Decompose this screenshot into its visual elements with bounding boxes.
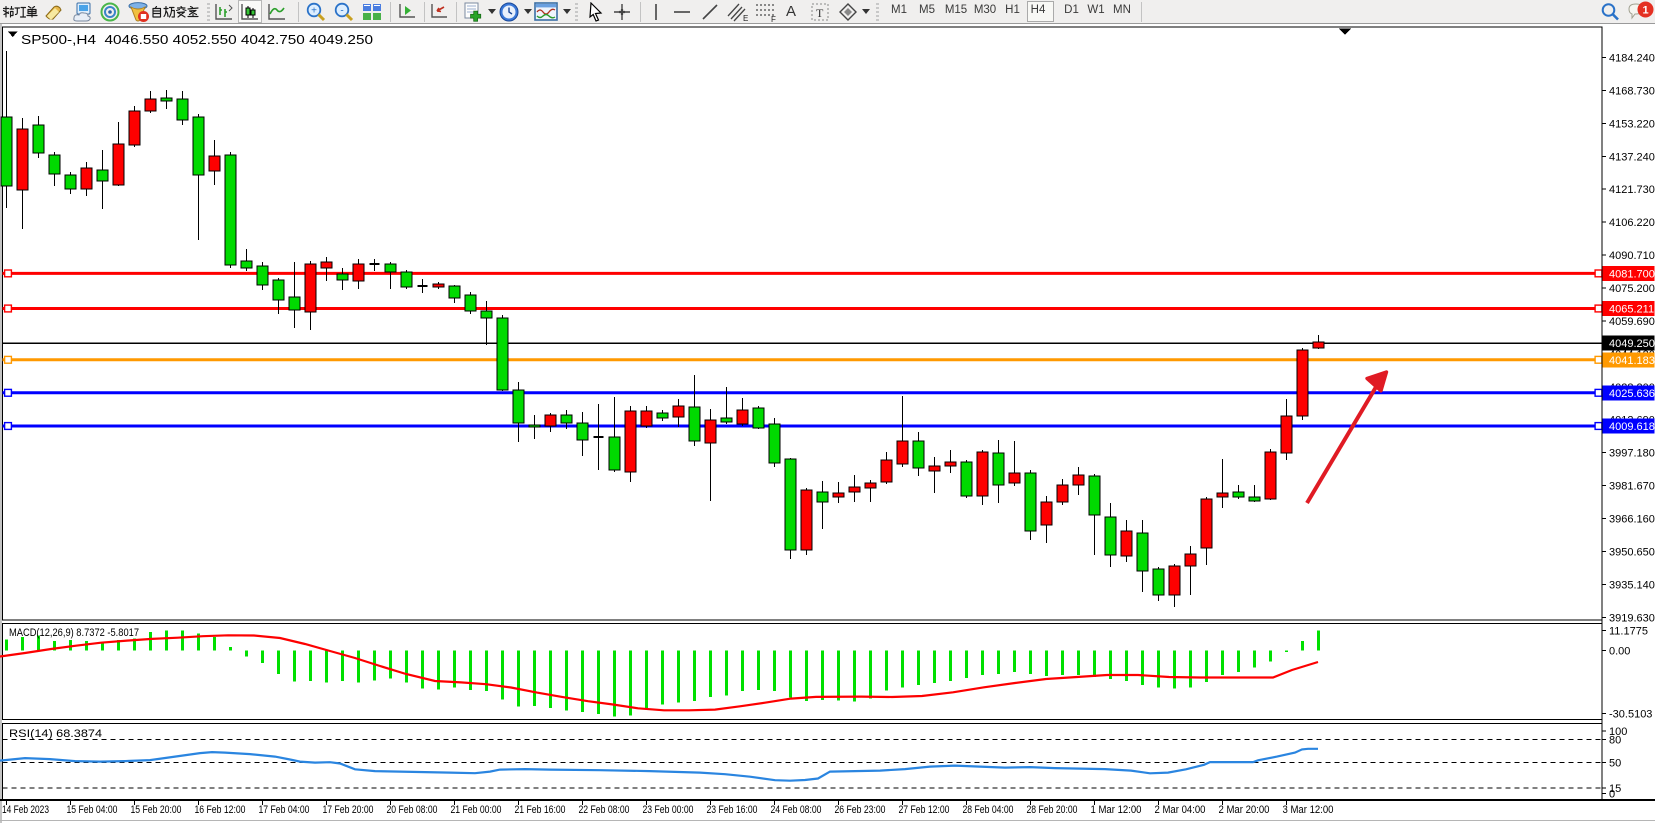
svg-text:14 Feb 2023: 14 Feb 2023 [2, 804, 49, 816]
svg-text:21 Feb 16:00: 21 Feb 16:00 [515, 804, 566, 816]
svg-text:1: 1 [1642, 5, 1648, 17]
svg-text:100: 100 [1609, 726, 1627, 738]
svg-text:4137.240: 4137.240 [1609, 151, 1655, 163]
svg-text:22 Feb 08:00: 22 Feb 08:00 [579, 804, 630, 816]
svg-text:17 Feb 20:00: 17 Feb 20:00 [323, 804, 374, 816]
svg-text:4168.730: 4168.730 [1609, 85, 1655, 97]
svg-text:21 Feb 00:00: 21 Feb 00:00 [451, 804, 502, 816]
svg-text:15 Feb 20:00: 15 Feb 20:00 [131, 804, 182, 816]
svg-text:RSI(14) 68.3874: RSI(14) 68.3874 [9, 728, 102, 740]
svg-text:3935.140: 3935.140 [1609, 579, 1655, 591]
svg-text:F: F [771, 15, 776, 23]
svg-text:-: - [340, 6, 343, 17]
svg-text:26 Feb 23:00: 26 Feb 23:00 [835, 804, 886, 816]
svg-text:4081.700: 4081.700 [1609, 268, 1655, 280]
svg-text:4075.200: 4075.200 [1609, 283, 1655, 295]
svg-text:27 Feb 12:00: 27 Feb 12:00 [899, 804, 950, 816]
svg-text:15: 15 [1609, 783, 1621, 795]
svg-text:4049.250: 4049.250 [1609, 338, 1655, 350]
svg-text:E: E [743, 14, 748, 23]
svg-text:20 Feb 08:00: 20 Feb 08:00 [387, 804, 438, 816]
svg-text:3950.650: 3950.650 [1609, 546, 1655, 558]
svg-text:3981.670: 3981.670 [1609, 481, 1655, 493]
svg-text:11.1775: 11.1775 [1609, 626, 1648, 638]
svg-text:4153.220: 4153.220 [1609, 118, 1655, 130]
svg-text:4025.636: 4025.636 [1609, 388, 1655, 400]
svg-text:-30.5103: -30.5103 [1609, 709, 1652, 721]
svg-text:4065.211: 4065.211 [1609, 304, 1654, 316]
svg-text:28 Feb 20:00: 28 Feb 20:00 [1027, 804, 1078, 816]
svg-text:MACD(12,26,9) 8.7372 -5.8017: MACD(12,26,9) 8.7372 -5.8017 [9, 627, 139, 639]
svg-text:23 Feb 16:00: 23 Feb 16:00 [707, 804, 758, 816]
svg-text:24 Feb 08:00: 24 Feb 08:00 [771, 804, 822, 816]
svg-text:16 Feb 12:00: 16 Feb 12:00 [195, 804, 246, 816]
svg-text:17 Feb 04:00: 17 Feb 04:00 [259, 804, 310, 816]
svg-text:50: 50 [1609, 757, 1621, 769]
svg-text:2 Mar 20:00: 2 Mar 20:00 [1219, 804, 1270, 816]
svg-text:T: T [816, 6, 824, 20]
svg-text:2 Mar 04:00: 2 Mar 04:00 [1155, 804, 1206, 816]
svg-text:4009.618: 4009.618 [1609, 421, 1655, 433]
svg-text:1 Mar 12:00: 1 Mar 12:00 [1091, 804, 1142, 816]
svg-text:4059.690: 4059.690 [1609, 316, 1655, 328]
svg-text:3966.160: 3966.160 [1609, 514, 1655, 526]
svg-text:4041.183: 4041.183 [1609, 355, 1655, 367]
svg-text:4121.730: 4121.730 [1609, 184, 1655, 196]
svg-text:4106.220: 4106.220 [1609, 217, 1655, 229]
svg-text:0: 0 [1609, 789, 1615, 801]
svg-text:80: 80 [1609, 734, 1621, 746]
svg-text:4184.240: 4184.240 [1609, 53, 1655, 65]
svg-text:3 Mar 12:00: 3 Mar 12:00 [1283, 804, 1334, 816]
svg-text:3919.630: 3919.630 [1609, 612, 1655, 624]
svg-text:15 Feb 04:00: 15 Feb 04:00 [67, 804, 118, 816]
svg-text:23 Feb 00:00: 23 Feb 00:00 [643, 804, 694, 816]
svg-text:SP500-,H4 4046.550 4052.550 4: SP500-,H4 4046.550 4052.550 4042.750 404… [21, 32, 373, 47]
svg-text:+: + [311, 6, 317, 17]
svg-text:28 Feb 04:00: 28 Feb 04:00 [963, 804, 1014, 816]
svg-text:0.00: 0.00 [1609, 645, 1630, 657]
svg-text:3997.180: 3997.180 [1609, 448, 1655, 460]
svg-text:4090.710: 4090.710 [1609, 250, 1655, 262]
